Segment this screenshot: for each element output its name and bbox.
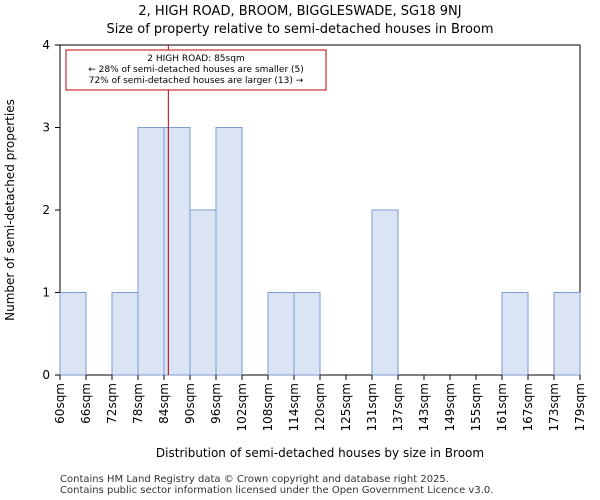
x-tick-label: 96sqm: [209, 383, 223, 424]
x-tick-label: 108sqm: [261, 383, 275, 431]
y-tick-label: 0: [42, 368, 50, 382]
x-tick-label: 173sqm: [547, 383, 561, 431]
y-tick-label: 4: [42, 38, 50, 52]
footer-copyright: Contains HM Land Registry data © Crown c…: [60, 474, 449, 485]
histogram-bar: [111, 292, 139, 376]
chart-title: 2, HIGH ROAD, BROOM, BIGGLESWADE, SG18 9…: [138, 4, 462, 19]
annotation-text: 72% of semi-detached houses are larger (…: [89, 76, 304, 86]
annotation-text: 2 HIGH ROAD: 85sqm: [147, 54, 244, 64]
x-tick-label: 60sqm: [53, 383, 67, 424]
x-tick-label: 179sqm: [573, 383, 587, 431]
annotation-text: ← 28% of semi-detached houses are smalle…: [88, 65, 304, 75]
histogram-bar: [371, 209, 399, 376]
histogram-bar: [59, 292, 87, 376]
x-tick-label: 125sqm: [339, 383, 353, 431]
histogram-bar: [501, 292, 529, 376]
x-tick-label: 161sqm: [495, 383, 509, 431]
y-tick-label: 2: [42, 203, 50, 217]
histogram-bar: [137, 127, 165, 376]
x-tick-label: 143sqm: [417, 383, 431, 431]
annotation-box: [65, 49, 327, 91]
x-tick-label: 131sqm: [365, 383, 379, 431]
x-tick-label: 114sqm: [287, 383, 301, 431]
y-tick-label: 1: [42, 286, 50, 300]
histogram-bar: [553, 292, 581, 376]
histogram-bar: [189, 209, 217, 376]
x-tick-label: 78sqm: [131, 383, 145, 424]
y-tick-label: 3: [42, 121, 50, 135]
x-tick-label: 155sqm: [469, 383, 483, 431]
chart-subtitle: Size of property relative to semi-detach…: [106, 22, 494, 37]
x-tick-label: 167sqm: [521, 383, 535, 431]
x-tick-label: 66sqm: [79, 383, 93, 424]
x-tick-label: 90sqm: [183, 383, 197, 424]
x-tick-label: 72sqm: [105, 383, 119, 424]
x-tick-label: 149sqm: [443, 383, 457, 431]
x-tick-label: 120sqm: [313, 383, 327, 431]
histogram-bar: [215, 127, 243, 376]
x-tick-label: 137sqm: [391, 383, 405, 431]
histogram-bar: [267, 292, 295, 376]
x-tick-label: 84sqm: [157, 383, 171, 424]
footer-licence: Contains public sector information licen…: [60, 485, 494, 496]
x-axis-label: Distribution of semi-detached houses by …: [156, 446, 484, 460]
y-axis-label: Number of semi-detached properties: [3, 99, 17, 321]
histogram-bar: [293, 292, 321, 376]
x-tick-label: 102sqm: [235, 383, 249, 431]
